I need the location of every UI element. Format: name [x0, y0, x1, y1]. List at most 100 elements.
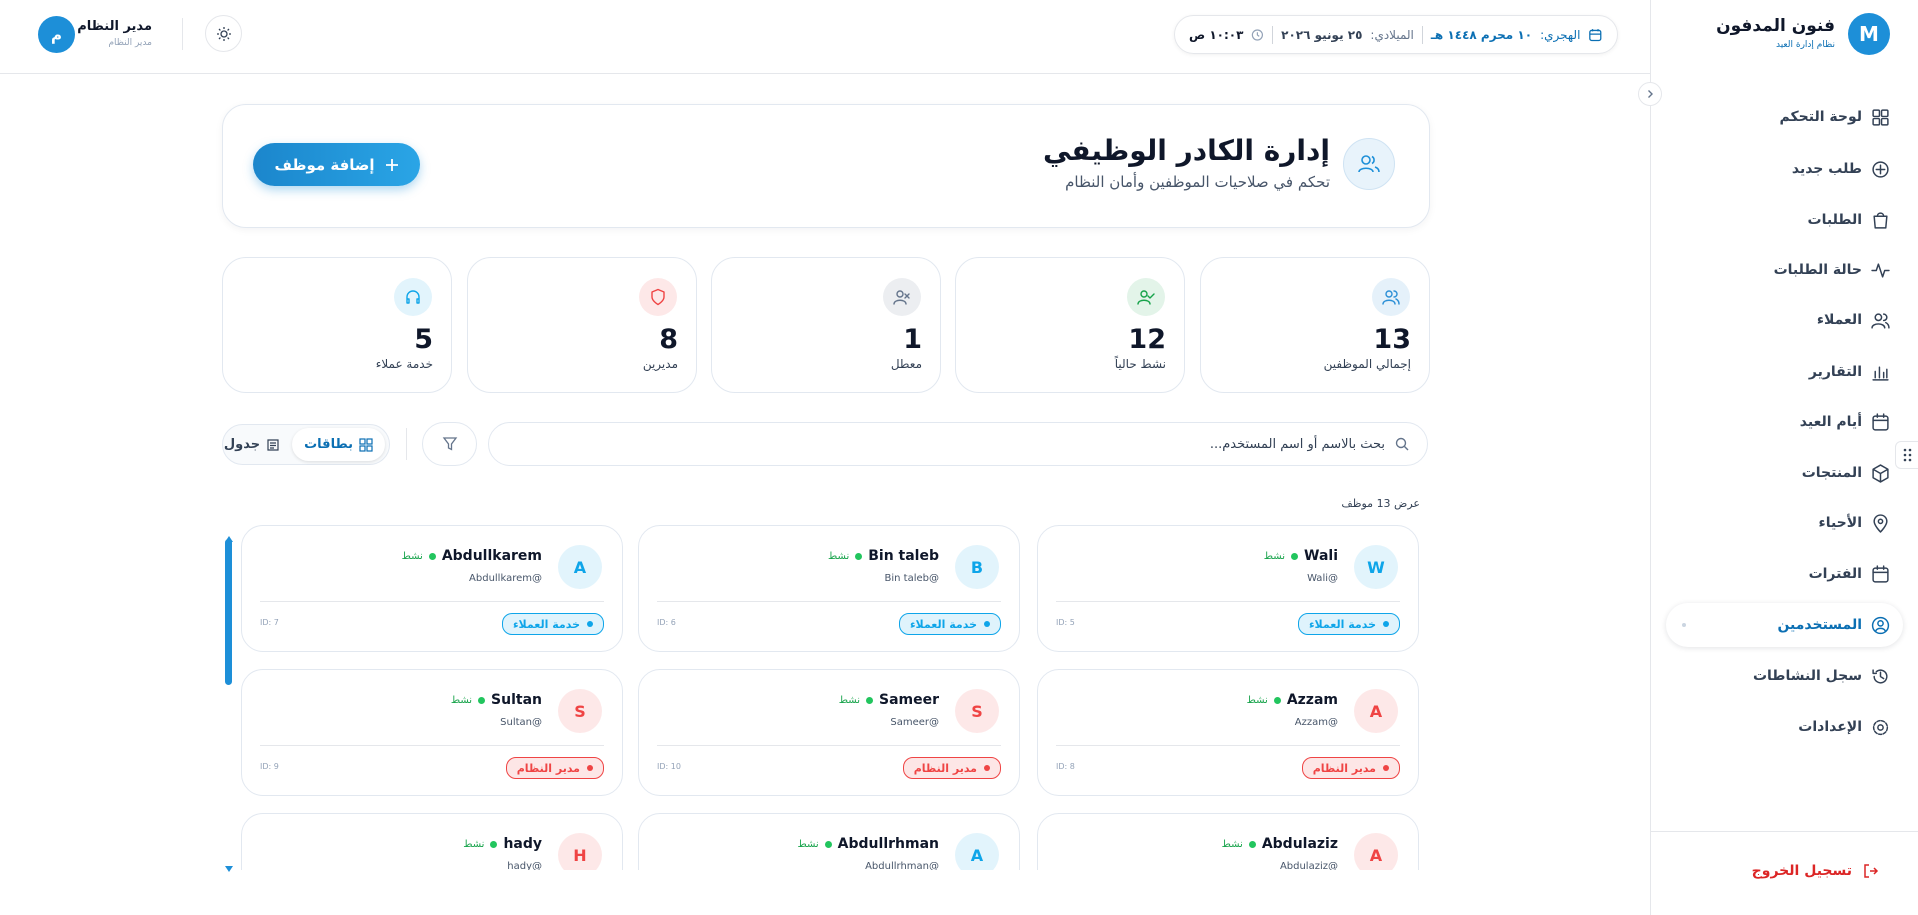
name-row: Sultan نشط: [451, 692, 542, 708]
nav-label: المنتجات: [1801, 465, 1862, 481]
role-badge: خدمة العملاء: [501, 613, 604, 635]
status-dot: [1291, 552, 1298, 560]
nav-item[interactable]: حالة الطلبات: [1666, 248, 1903, 292]
gregorian-label: الميلادي:: [1370, 27, 1414, 42]
nav-label: سجل النشاطات: [1752, 668, 1862, 684]
employee-id: ID: 8: [1056, 762, 1075, 771]
employee-card[interactable]: A Azzam نشط @Azzam مدير النظام ID: 8: [1037, 669, 1419, 796]
employee-card[interactable]: S Sameer نشط @Sameer مدير النظام ID: 10: [638, 669, 1020, 796]
calendar-icon: [1589, 28, 1602, 41]
grid-icon: [359, 437, 373, 452]
scroll-up[interactable]: [225, 528, 233, 542]
nav-item[interactable]: التقارير: [1666, 350, 1903, 394]
icon: [1872, 160, 1889, 178]
result-count: عرض 13 موظف: [1341, 497, 1420, 510]
nav-item[interactable]: المنتجات: [1666, 451, 1903, 495]
role-badge: مدير النظام: [505, 757, 604, 779]
role-badge: خدمة العملاء: [898, 613, 1001, 635]
nav-label: التقارير: [1808, 364, 1862, 380]
nav-item[interactable]: المستخدمين: [1666, 603, 1903, 647]
logout[interactable]: تسجيل الخروج: [1752, 862, 1880, 880]
nav-item[interactable]: العملاء: [1666, 298, 1903, 342]
scroll-down[interactable]: [225, 858, 233, 872]
divider: [260, 745, 604, 746]
filter-button[interactable]: [422, 422, 477, 466]
nav-item[interactable]: الأحياء: [1666, 501, 1903, 545]
user-avatar[interactable]: م: [38, 16, 75, 53]
stat-card: 12 نشط حالياً: [955, 257, 1185, 393]
employee-card[interactable]: B Bin taleb نشط @Bin taleb خدمة العملاء ID: 6: [638, 525, 1020, 652]
theme-toggle[interactable]: [205, 15, 242, 52]
hijri-date: ١٠ محرم ١٤٤٨ هـ: [1430, 27, 1533, 42]
brand-title: فنون المدفون: [1716, 16, 1835, 36]
divider: [1056, 745, 1400, 746]
stat-label: مديرين: [642, 357, 678, 371]
separator: [182, 18, 183, 50]
search-bar[interactable]: بحث بالاسم أو اسم المستخدم...: [488, 422, 1428, 466]
status: نشط: [1263, 550, 1285, 562]
badge-dot: [1383, 621, 1389, 627]
handle: @Azzam: [1294, 717, 1338, 728]
add-employee-button[interactable]: إضافة موظف: [253, 143, 420, 186]
status-dot: [490, 840, 498, 848]
sun-icon: [216, 26, 231, 41]
nav-item[interactable]: سجل النشاطات: [1666, 654, 1903, 698]
nav-label: العملاء: [1816, 312, 1862, 328]
nav-item[interactable]: لوحة التحكم: [1666, 95, 1903, 139]
sidebar: [1650, 0, 1918, 915]
nav-item[interactable]: الفترات: [1666, 552, 1903, 596]
nav-item[interactable]: طلب جديد: [1666, 147, 1903, 191]
table-view[interactable]: جدول: [218, 428, 286, 461]
handle: @Wali: [1307, 573, 1338, 584]
employee-name: Bin taleb: [868, 548, 939, 564]
icon: [1873, 513, 1888, 533]
stat-value: 1: [903, 324, 922, 355]
stat-value: 5: [414, 324, 433, 355]
gregorian-date: ٢٥ يونيو ٢٠٢٦: [1281, 27, 1363, 42]
stat-label: معطل: [890, 357, 922, 371]
nav-item[interactable]: أيام العيد: [1666, 400, 1903, 444]
badge-dot: [1383, 765, 1389, 771]
employee-card[interactable]: S Sultan نشط @Sultan مدير النظام ID: 9: [241, 669, 623, 796]
employee-name: Abdullrhman: [837, 836, 939, 852]
status-dot: [855, 552, 863, 560]
employee-card[interactable]: A Abdullkarem نشط @Abdullkarem خدمة العملاء I…: [241, 525, 623, 652]
name-row: Abdulaziz نشط: [1222, 836, 1338, 852]
collapse-button[interactable]: [1638, 82, 1662, 106]
scroll-thumb[interactable]: [225, 539, 232, 685]
icon: [1382, 290, 1400, 305]
handle: @Sameer: [890, 717, 939, 728]
employee-card[interactable]: W Wali نشط @Wali خدمة العملاء ID: 5: [1037, 525, 1419, 652]
nav-item[interactable]: الإعدادات: [1666, 705, 1903, 749]
employee-card[interactable]: A Abdulaziz نشط @Abdulaziz: [1037, 813, 1419, 870]
logout-label: تسجيل الخروج: [1751, 863, 1852, 879]
page-subtitle: تحكم في صلاحيات الموظفين وأمان النظام: [1065, 173, 1330, 191]
role: مدير النظام: [913, 761, 977, 775]
employee-name: Abdullkarem: [441, 548, 542, 564]
avatar: W: [1354, 545, 1398, 589]
icon: [1872, 365, 1889, 381]
active-dot: [1682, 623, 1686, 627]
clock-icon: [1252, 28, 1264, 41]
nav-item[interactable]: الطلبات: [1666, 198, 1903, 242]
icon: [651, 288, 665, 306]
divider: [657, 745, 1001, 746]
stat-card: 13 إجمالي الموظفين: [1200, 257, 1430, 393]
badge-dot: [587, 765, 593, 771]
nav-label: حالة الطلبات: [1773, 262, 1862, 278]
cards-view[interactable]: بطاقات: [292, 428, 385, 461]
stat-label: إجمالي الموظفين: [1323, 357, 1411, 371]
handle: @Abdulaziz: [1279, 861, 1338, 870]
logout-icon: [1864, 864, 1879, 878]
drag-handle[interactable]: [1895, 441, 1918, 469]
name-row: Abdullkarem نشط: [402, 548, 542, 564]
icon: [1872, 108, 1889, 126]
employee-card[interactable]: A Abdullrhman نشط @Abdullrhman: [638, 813, 1020, 870]
name-row: Wali نشط: [1264, 548, 1338, 564]
stat-value: 13: [1373, 324, 1411, 355]
employee-name: hady: [503, 836, 542, 852]
stat-icon: [394, 278, 432, 316]
status-dot: [428, 552, 436, 560]
